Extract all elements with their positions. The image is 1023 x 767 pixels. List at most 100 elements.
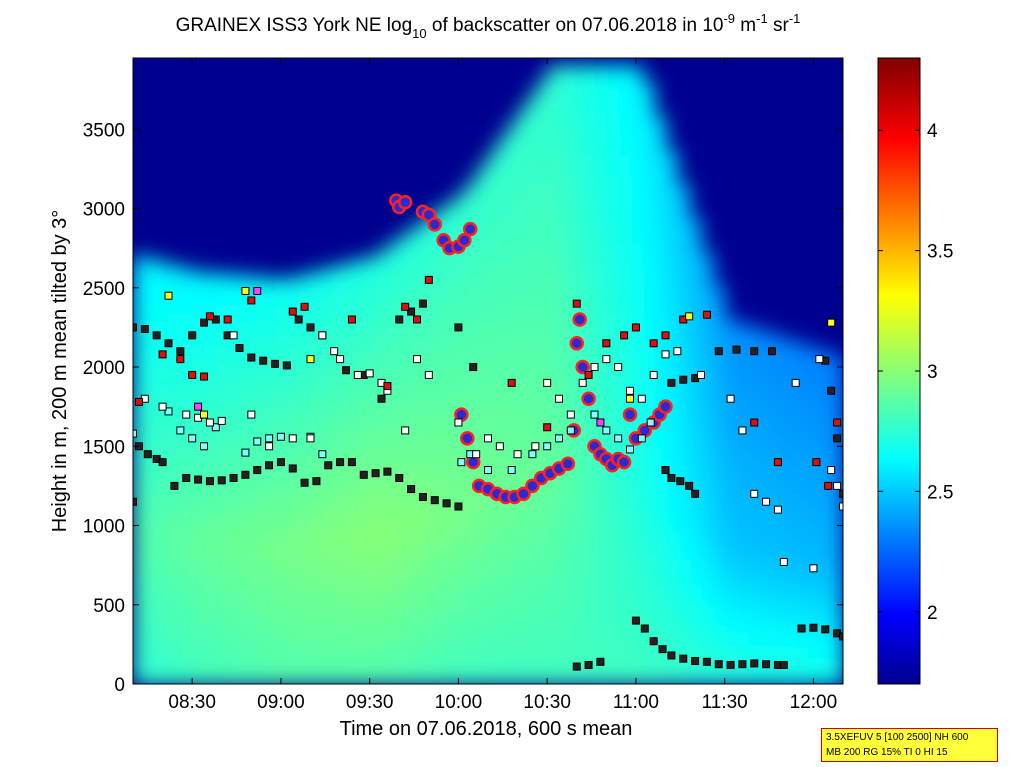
- field-cell: [760, 394, 773, 408]
- field-cell: [701, 529, 714, 547]
- field-cell: [795, 391, 809, 406]
- field-cell: [405, 554, 418, 572]
- field-cell: [239, 538, 253, 554]
- field-cell: [393, 350, 407, 368]
- layer-upper-marker: [833, 434, 842, 443]
- field-cell: [630, 485, 643, 509]
- field-cell: [357, 668, 371, 684]
- field-cell: [251, 306, 265, 322]
- field-cell: [701, 622, 714, 639]
- field-cell: [369, 454, 383, 472]
- field-cell: [606, 65, 620, 89]
- field-cell: [594, 463, 608, 487]
- y-tick-label: 0: [114, 675, 125, 696]
- field-cell: [215, 566, 229, 583]
- field-cell: [795, 428, 809, 442]
- field-cell: [724, 423, 738, 438]
- layer-lower-marker: [691, 489, 700, 498]
- field-cell: [251, 553, 265, 569]
- title-unit-m: m: [735, 15, 756, 36]
- field-cell: [298, 669, 312, 684]
- field-cell: [192, 580, 205, 597]
- field-cell: [405, 603, 418, 621]
- field-cell: [369, 332, 383, 349]
- field-cell: [440, 444, 454, 463]
- field-cell: [499, 192, 513, 214]
- field-cell: [369, 485, 383, 502]
- field-cell: [772, 534, 785, 549]
- field-cell: [476, 185, 489, 206]
- layer-lower-marker: [253, 466, 262, 475]
- field-cell: [357, 532, 371, 549]
- layer-lower-marker: [418, 492, 427, 501]
- field-cell: [736, 413, 750, 428]
- field-cell: [275, 380, 288, 396]
- field-cell: [369, 424, 383, 441]
- field-cell: [665, 417, 679, 438]
- field-cell: [665, 302, 679, 323]
- field-cell: [559, 551, 572, 575]
- field-cell: [783, 487, 797, 501]
- field-cell: [819, 636, 833, 650]
- y-tick-label: 2500: [83, 279, 125, 300]
- field-cell: [795, 537, 809, 552]
- field-cell: [641, 190, 655, 213]
- field-cell: [772, 385, 785, 399]
- field-cell: [263, 292, 276, 309]
- field-cell: [180, 461, 194, 478]
- field-cell: [452, 544, 466, 564]
- field-cell: [594, 485, 608, 509]
- field-cell: [570, 65, 584, 89]
- field-cell: [381, 543, 395, 561]
- field-cell: [772, 372, 785, 387]
- field-cell: [275, 669, 288, 684]
- field-cell: [831, 613, 843, 627]
- field-cell: [488, 341, 501, 362]
- field-cell: [736, 555, 750, 570]
- field-cell: [677, 291, 691, 311]
- field-cell: [357, 608, 371, 625]
- field-cell: [357, 350, 371, 367]
- layer-lower-marker: [300, 478, 309, 487]
- field-cell: [677, 219, 691, 239]
- field-cell: [310, 580, 324, 597]
- field-cell: [819, 600, 833, 614]
- field-cell: [428, 398, 442, 417]
- field-cell: [369, 347, 383, 365]
- field-cell: [712, 612, 726, 629]
- scatter-yellow-marker: [827, 318, 836, 327]
- field-cell: [559, 595, 572, 619]
- field-cell: [559, 132, 572, 156]
- field-cell: [310, 463, 324, 479]
- field-cell: [405, 570, 418, 588]
- field-cell: [263, 278, 276, 294]
- field-cell: [168, 444, 182, 461]
- field-cell: [618, 661, 631, 684]
- field-cell: [180, 491, 194, 508]
- field-cell: [736, 323, 750, 338]
- field-cell: [428, 650, 442, 669]
- field-cell: [807, 671, 821, 684]
- field-cell: [440, 427, 454, 446]
- field-cell: [381, 637, 395, 654]
- field-cell: [772, 646, 785, 661]
- field-cell: [724, 579, 738, 594]
- field-cell: [748, 645, 762, 660]
- field-cell: [417, 535, 430, 554]
- field-cell: [559, 617, 572, 641]
- field-cell: [701, 483, 714, 500]
- field-cell: [641, 254, 655, 278]
- field-cell: [511, 562, 525, 584]
- field-cell: [215, 464, 229, 481]
- field-cell: [712, 570, 726, 586]
- field-cell: [535, 211, 549, 235]
- field-cell: [144, 426, 158, 443]
- field-cell: [133, 515, 146, 533]
- field-cell: [511, 542, 525, 564]
- layer-upper-marker: [133, 323, 137, 332]
- field-cell: [393, 509, 407, 527]
- field-cell: [819, 446, 833, 460]
- field-cell: [357, 380, 371, 397]
- layer-upper-marker: [282, 361, 291, 370]
- field-cell: [133, 592, 146, 609]
